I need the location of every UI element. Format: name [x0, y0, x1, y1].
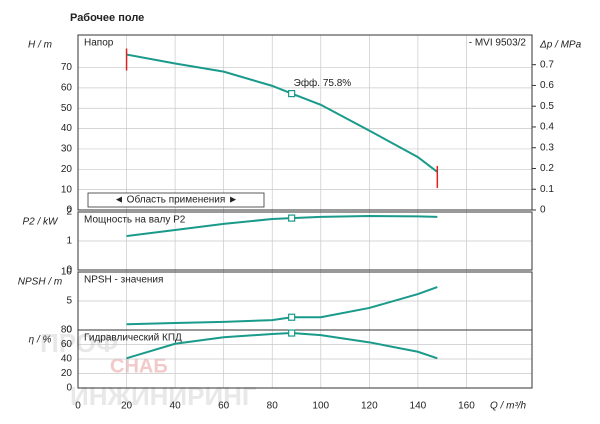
- x-tick-label: 140: [410, 401, 427, 412]
- y2-tick-label: 0.3: [540, 142, 554, 153]
- curve: [126, 286, 438, 326]
- y-tick-label: 2: [66, 207, 72, 218]
- y-tick-label: 10: [61, 267, 73, 278]
- y-axis-label: NPSH / m: [18, 277, 62, 288]
- y-axis-label: P2 / kW: [22, 217, 59, 228]
- x-tick-label: 160: [458, 401, 475, 412]
- range-label: ◄ Область применения ►: [114, 194, 238, 206]
- x-axis-label: Q / m³/h: [490, 401, 527, 412]
- x-tick-label: 80: [267, 401, 279, 412]
- y-tick-label: 50: [61, 103, 73, 114]
- y-tick-label: 10: [61, 184, 73, 195]
- y-axis-label: η / %: [29, 335, 52, 346]
- range-box: [87, 192, 265, 208]
- panel-label: NPSH - значения: [84, 275, 163, 286]
- x-tick-label: 40: [170, 401, 182, 412]
- y-axis-label: H / m: [28, 40, 52, 51]
- y-tick-label: 5: [66, 296, 72, 307]
- x-tick-label: 60: [218, 401, 230, 412]
- y-tick-label: 70: [61, 62, 73, 73]
- y-tick-label: 40: [61, 123, 73, 134]
- x-tick-label: 120: [361, 401, 378, 412]
- panel-frame: [77, 329, 533, 389]
- watermark: ПРОФ: [40, 328, 118, 358]
- operating-point: [288, 313, 296, 321]
- chart-title: Рабочее поле: [70, 12, 144, 24]
- watermark: ИНЖИНИРИНГ: [70, 381, 257, 411]
- y-tick-label: 0: [66, 383, 72, 394]
- curve: [126, 53, 438, 173]
- y2-tick-label: 0.4: [540, 122, 554, 133]
- panel-label: Мощность на валу P2: [84, 215, 186, 226]
- y-tick-label: 40: [61, 354, 73, 365]
- operating-point: [288, 90, 296, 98]
- y-tick-label: 30: [61, 144, 73, 155]
- operating-point: [288, 329, 296, 337]
- panel-frame: [77, 34, 533, 211]
- y-tick-label: 20: [61, 368, 73, 379]
- annotation: Эфф. 75.8%: [294, 77, 352, 89]
- y-tick-label: 20: [61, 164, 73, 175]
- y2-tick-label: 0: [540, 205, 546, 216]
- x-tick-label: 0: [75, 401, 81, 412]
- y-tick-label: 0: [66, 265, 72, 276]
- y2-tick-label: 0.6: [540, 80, 554, 91]
- y2-tick-label: 0.5: [540, 101, 554, 112]
- operating-point: [288, 214, 296, 222]
- y2-tick-label: 0.2: [540, 163, 554, 174]
- x-tick-label: 100: [312, 401, 329, 412]
- y2-axis-label: Δp / MPa: [539, 40, 582, 51]
- x-tick-label: 20: [121, 401, 133, 412]
- y-tick-label: 0: [66, 205, 72, 216]
- panel-label: Гидравлический КПД: [84, 333, 182, 344]
- y-tick-label: 60: [61, 339, 73, 350]
- watermark: СНАБ: [110, 355, 168, 377]
- y-tick-label: 80: [61, 325, 73, 336]
- y-tick-label: 60: [61, 83, 73, 94]
- y-tick-label: 1: [66, 236, 72, 247]
- model-label: - MVI 9503/2: [469, 38, 527, 49]
- panel-label: Напор: [84, 38, 114, 49]
- y-tick-label: 0: [66, 325, 72, 336]
- y2-tick-label: 0.1: [540, 184, 554, 195]
- panel-frame: [77, 211, 533, 271]
- y2-tick-label: 0.7: [540, 59, 554, 70]
